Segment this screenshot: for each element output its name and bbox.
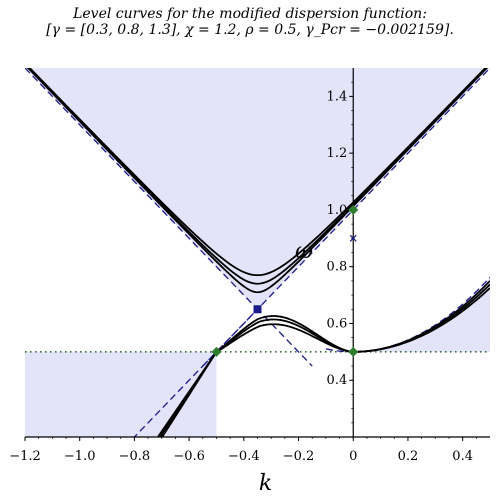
point-marker-cross — [349, 234, 357, 242]
x-tick-label: −0.2 — [283, 449, 315, 464]
point-marker-diamond — [211, 346, 222, 357]
lower-level-curve-2 — [159, 283, 490, 437]
point-marker-diamond — [348, 346, 359, 357]
point-marker-square — [253, 305, 262, 314]
y-tick-label: 0.6 — [327, 316, 348, 331]
upper-level-curve-3 — [26, 68, 489, 294]
lower-level-curve-3 — [161, 287, 490, 437]
chart-title: Level curves for the modified dispersion… — [73, 6, 427, 22]
y-tick-label: 0.4 — [327, 373, 348, 388]
chart-subtitle: [γ = [0.3, 0.8, 1.3], χ = 1.2, ρ = 0.5, … — [46, 22, 454, 38]
lower-right-filled-region — [353, 277, 490, 352]
y-tick-label: 1.0 — [327, 203, 348, 218]
x-tick-label: 0.4 — [452, 449, 473, 464]
point-marker-diamond — [348, 204, 359, 215]
x-tick-label: 0.2 — [398, 449, 419, 464]
y-tick-label: 0.8 — [327, 260, 348, 275]
y-tick-label: 1.4 — [327, 89, 348, 104]
x-tick-label: −1.2 — [9, 449, 41, 464]
upper-filled-region — [25, 68, 490, 310]
x-axis-label: k — [259, 471, 272, 496]
lower-left-filled-region — [25, 351, 217, 437]
y-axis-label: ω — [295, 239, 313, 264]
y-tick-label: 1.2 — [327, 146, 348, 161]
x-tick-label: −0.4 — [228, 449, 260, 464]
x-tick-label: −0.8 — [119, 449, 151, 464]
x-tick-label: −1.0 — [64, 449, 96, 464]
upper-level-curve-1 — [28, 68, 487, 277]
x-tick-label: −0.6 — [173, 449, 205, 464]
lower-dashed-hyperbola — [202, 308, 313, 367]
x-tick-label: 0 — [349, 449, 357, 464]
